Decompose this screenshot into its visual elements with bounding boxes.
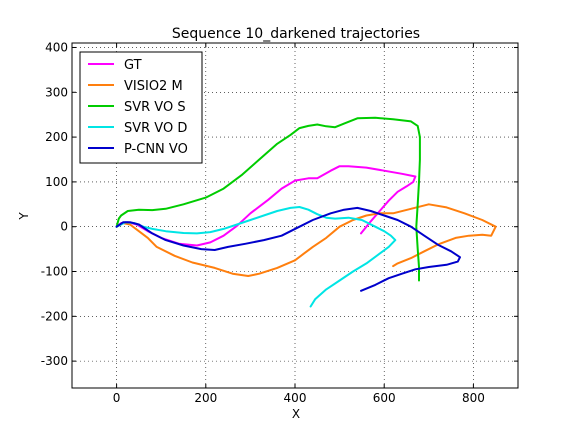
series-line-p-cnn-vo — [115, 206, 461, 292]
series-line-svr-vo-s — [115, 116, 421, 282]
y-tick-label: 100 — [45, 175, 68, 189]
y-tick-label: -200 — [41, 309, 68, 323]
x-tick-label: 600 — [373, 391, 396, 405]
legend-label-svr-vo-s: SVR VO S — [124, 100, 186, 115]
x-tick-label: 200 — [194, 391, 217, 405]
series-line-visio2-m — [115, 203, 497, 277]
axis-ticks: 0 200 400 600 800 -300 -200 -100 0 100 200 300 400 — [41, 40, 518, 405]
y-tick-label: -300 — [41, 354, 68, 368]
y-axis-label: Y — [17, 212, 31, 221]
series-line-svr-vo-d — [115, 206, 397, 308]
x-tick-label: 400 — [284, 391, 307, 405]
series-line-gt — [115, 165, 417, 247]
y-tick-label: 0 — [60, 220, 68, 234]
y-tick-label: 200 — [45, 130, 68, 144]
y-tick-label: -100 — [41, 265, 68, 279]
y-tick-label: 300 — [45, 85, 68, 99]
legend-label-p-cnn-vo: P-CNN VO — [124, 142, 188, 157]
chart-title: Sequence 10_darkened trajectories — [172, 26, 420, 42]
legend-label-svr-vo-d: SVR VO D — [124, 121, 187, 136]
x-tick-label: 0 — [113, 391, 121, 405]
legend-label-visio2-m: VISIO2 M — [124, 79, 183, 94]
x-axis-label: X — [292, 407, 300, 421]
x-tick-label: 800 — [462, 391, 485, 405]
legend-box — [79, 51, 203, 164]
series-lines — [115, 116, 497, 308]
legend: GT VISIO2 M SVR VO S SVR VO D P-CNN VO — [79, 51, 203, 164]
legend-label-gt: GT — [124, 58, 142, 73]
y-tick-label: 400 — [45, 40, 68, 54]
